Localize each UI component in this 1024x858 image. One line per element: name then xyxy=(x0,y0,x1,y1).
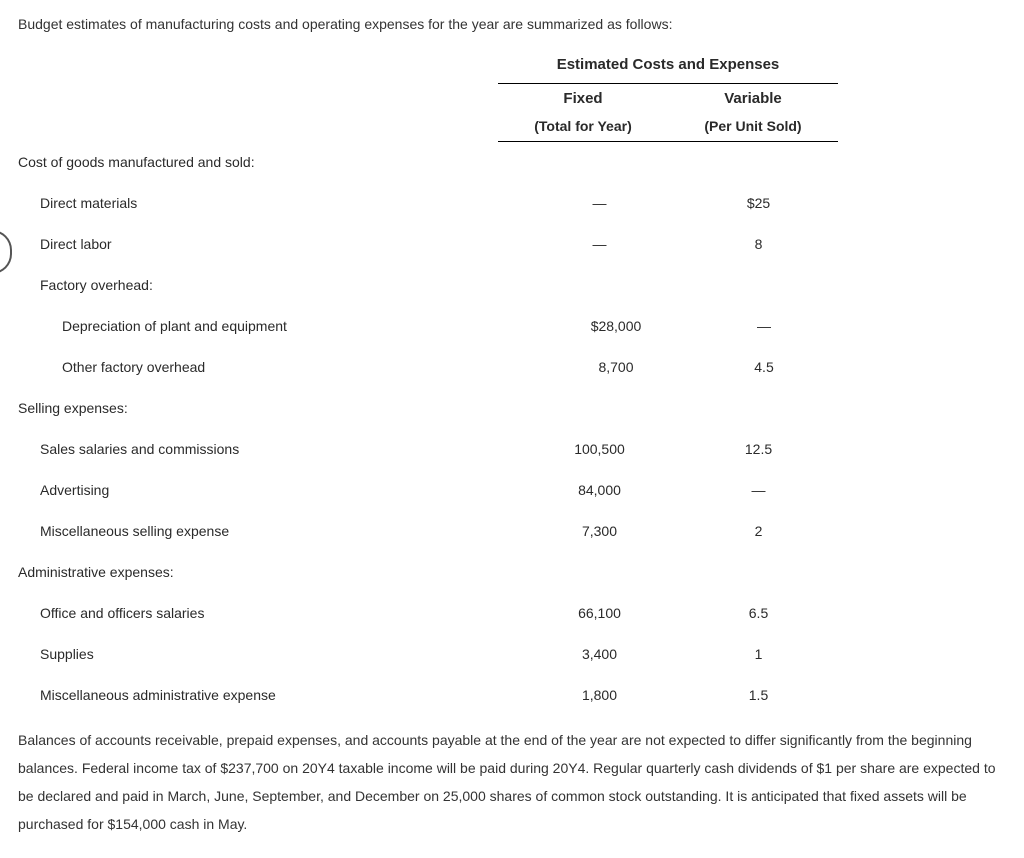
variable-value: 2 xyxy=(679,521,838,542)
row-values: 3,4001 xyxy=(520,644,838,665)
fixed-value: — xyxy=(520,193,679,214)
row-label: Miscellaneous administrative expense xyxy=(18,685,520,706)
variable-value: $25 xyxy=(679,193,838,214)
col2-line1: Variable xyxy=(668,88,838,111)
row-label: Office and officers salaries xyxy=(18,603,520,624)
table-subheader: Fixed (Total for Year) Variable (Per Uni… xyxy=(18,88,838,143)
section-header-row: Factory overhead: xyxy=(18,265,838,306)
table-row: Other factory overhead8,7004.5 xyxy=(18,347,838,388)
variable-value: 6.5 xyxy=(679,603,838,624)
section-label: Administrative expenses: xyxy=(18,562,498,583)
fixed-value: 84,000 xyxy=(520,480,679,501)
table-row: Miscellaneous administrative expense1,80… xyxy=(18,675,838,716)
row-values: 66,1006.5 xyxy=(520,603,838,624)
fixed-value: 3,400 xyxy=(520,644,679,665)
row-values: —8 xyxy=(520,234,838,255)
row-label: Depreciation of plant and equipment xyxy=(18,316,542,337)
table-header-group: Estimated Costs and Expenses xyxy=(18,54,838,88)
table-row: Office and officers salaries66,1006.5 xyxy=(18,593,838,634)
col2-line2: (Per Unit Sold) xyxy=(668,116,838,137)
row-label: Sales salaries and commissions xyxy=(18,439,520,460)
table-row: Sales salaries and commissions100,50012.… xyxy=(18,429,838,470)
costs-table: Estimated Costs and Expenses Fixed (Tota… xyxy=(18,54,838,716)
row-values: —$25 xyxy=(520,193,838,214)
table-body: Cost of goods manufactured and sold: Dire… xyxy=(18,142,838,716)
row-label: Other factory overhead xyxy=(18,357,542,378)
column-variable-header: Variable (Per Unit Sold) xyxy=(668,88,838,138)
header-group-title: Estimated Costs and Expenses xyxy=(498,54,838,84)
section-label: Selling expenses: xyxy=(18,398,498,419)
table-row: Supplies3,4001 xyxy=(18,634,838,675)
variable-value: 12.5 xyxy=(679,439,838,460)
table-row: Direct labor—8 xyxy=(18,224,838,265)
table-row: Direct materials—$25 xyxy=(18,183,838,224)
table-row: Depreciation of plant and equipment$28,0… xyxy=(18,306,838,347)
variable-value: 1.5 xyxy=(679,685,838,706)
fixed-value: 100,500 xyxy=(520,439,679,460)
fixed-value: 66,100 xyxy=(520,603,679,624)
section-label: Cost of goods manufactured and sold: xyxy=(18,152,498,173)
row-label: Direct materials xyxy=(18,193,520,214)
intro-paragraph: Budget estimates of manufacturing costs … xyxy=(18,10,1006,38)
variable-value: — xyxy=(690,316,838,337)
col1-line1: Fixed xyxy=(498,88,668,111)
col1-line2: (Total for Year) xyxy=(498,116,668,137)
fixed-value: $28,000 xyxy=(542,316,690,337)
side-arc-decoration xyxy=(0,230,12,274)
row-label: Miscellaneous selling expense xyxy=(18,521,520,542)
fixed-value: 7,300 xyxy=(520,521,679,542)
table-row: Miscellaneous selling expense7,3002 xyxy=(18,511,838,552)
fixed-value: 1,800 xyxy=(520,685,679,706)
variable-value: 4.5 xyxy=(690,357,838,378)
section-header-row: Cost of goods manufactured and sold: xyxy=(18,142,838,183)
section-header-row: Selling expenses: xyxy=(18,388,838,429)
outro-paragraph: Balances of accounts receivable, prepaid… xyxy=(18,726,1006,838)
row-label: Advertising xyxy=(18,480,520,501)
variable-value: 1 xyxy=(679,644,838,665)
row-values: 1,8001.5 xyxy=(520,685,838,706)
row-values: 7,3002 xyxy=(520,521,838,542)
fixed-value: 8,700 xyxy=(542,357,690,378)
row-values: 100,50012.5 xyxy=(520,439,838,460)
row-values: 8,7004.5 xyxy=(542,357,838,378)
column-fixed-header: Fixed (Total for Year) xyxy=(498,88,668,138)
fixed-value: — xyxy=(520,234,679,255)
row-label: Direct labor xyxy=(18,234,520,255)
row-values: $28,000— xyxy=(542,316,838,337)
row-values: 84,000— xyxy=(520,480,838,501)
variable-value: — xyxy=(679,480,838,501)
section-label: Factory overhead: xyxy=(18,275,520,296)
row-label: Supplies xyxy=(18,644,520,665)
variable-value: 8 xyxy=(679,234,838,255)
table-row: Advertising84,000— xyxy=(18,470,838,511)
section-header-row: Administrative expenses: xyxy=(18,552,838,593)
